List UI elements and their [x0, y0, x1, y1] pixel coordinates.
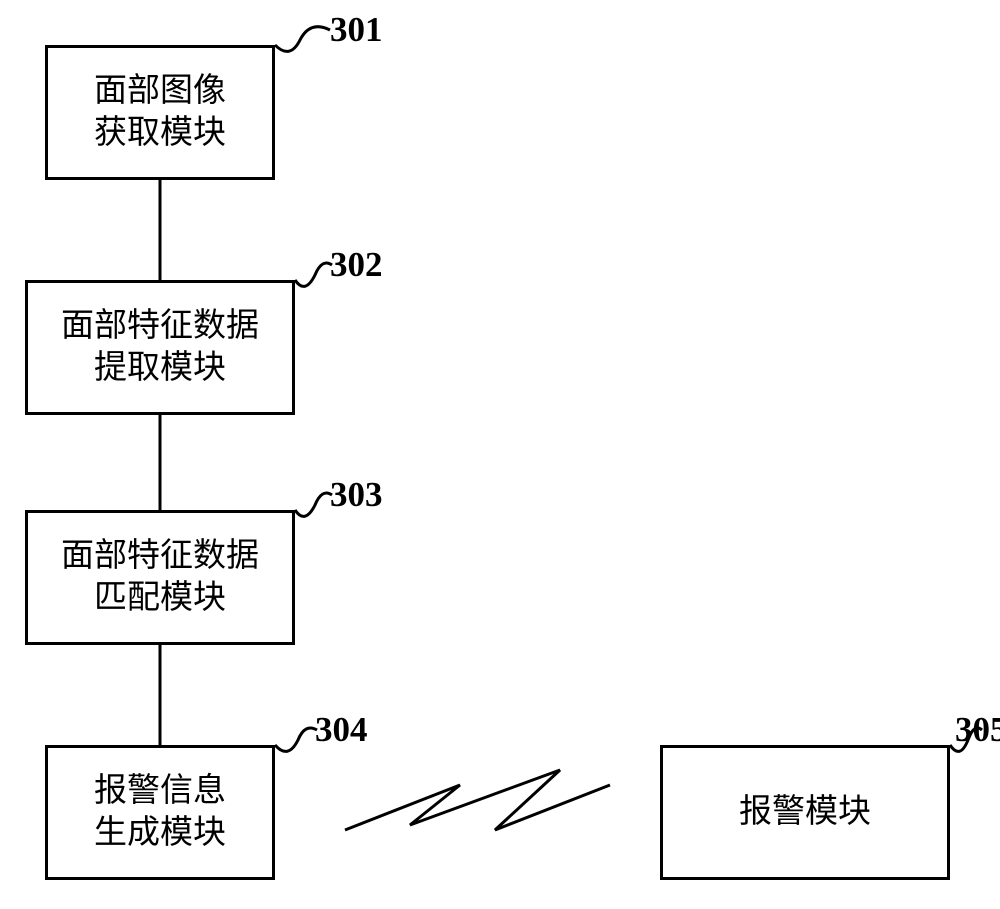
- node-302-line2: 提取模块: [94, 350, 226, 386]
- node-303-line2: 匹配模块: [94, 580, 226, 616]
- node-305-line1: 报警模块: [739, 794, 871, 830]
- diagram-canvas: 面部图像 获取模块 面部特征数据 提取模块 面部特征数据 匹配模块 报警信息 生…: [0, 0, 1000, 909]
- callout-302: [295, 263, 332, 286]
- label-305: 305: [955, 710, 1000, 750]
- callout-301: [275, 27, 330, 52]
- node-301-line2: 获取模块: [94, 115, 226, 151]
- node-302-line1: 面部特征数据: [61, 308, 259, 344]
- node-305: 报警模块: [660, 745, 950, 880]
- label-303: 303: [330, 475, 383, 515]
- node-303: 面部特征数据 匹配模块: [25, 510, 295, 645]
- label-302: 302: [330, 245, 383, 285]
- node-302: 面部特征数据 提取模块: [25, 280, 295, 415]
- node-304: 报警信息 生成模块: [45, 745, 275, 880]
- wireless-link-icon: [345, 770, 610, 830]
- node-301: 面部图像 获取模块: [45, 45, 275, 180]
- callout-304: [275, 728, 317, 751]
- node-303-line1: 面部特征数据: [61, 538, 259, 574]
- node-301-line1: 面部图像: [94, 73, 226, 109]
- node-304-line2: 生成模块: [94, 815, 226, 851]
- callout-303: [295, 493, 332, 516]
- label-301: 301: [330, 10, 383, 50]
- label-304: 304: [315, 710, 368, 750]
- node-304-line1: 报警信息: [94, 773, 226, 809]
